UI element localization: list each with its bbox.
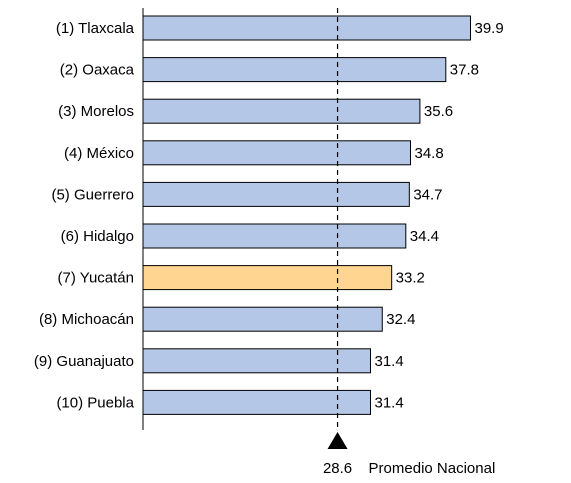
value-label-10: 31.4 <box>374 394 403 411</box>
category-label-2: (2) Oaxaca <box>60 62 135 79</box>
value-label-1: 39.9 <box>475 20 504 37</box>
value-label-6: 34.4 <box>410 228 439 245</box>
category-label-1: (1) Tlaxcala <box>56 20 135 37</box>
category-label-5: (5) Guerrero <box>51 186 134 203</box>
value-label-8: 32.4 <box>386 311 415 328</box>
reference-value-label: 28.6 <box>323 460 352 477</box>
bar-9 <box>142 348 371 374</box>
category-label-8: (8) Michoacán <box>39 311 134 328</box>
bar-1 <box>142 15 471 41</box>
value-label-5: 34.7 <box>413 186 442 203</box>
bar-3 <box>142 98 421 124</box>
bar-6 <box>142 223 407 249</box>
category-label-9: (9) Guanajuato <box>34 353 134 370</box>
value-label-3: 35.6 <box>424 103 453 120</box>
category-label-7: (7) Yucatán <box>58 270 134 287</box>
reference-marker-triangle <box>327 432 348 449</box>
value-label-2: 37.8 <box>450 62 479 79</box>
category-label-10: (10) Puebla <box>56 394 134 411</box>
category-label-4: (4) México <box>64 145 134 162</box>
value-label-9: 31.4 <box>374 353 403 370</box>
bar-4 <box>142 140 411 166</box>
reference-caption: Promedio Nacional <box>369 460 496 477</box>
value-label-4: 34.8 <box>414 145 443 162</box>
bar-2 <box>142 57 447 83</box>
bar-7 <box>142 265 393 291</box>
category-label-3: (3) Morelos <box>58 103 134 120</box>
bar-10 <box>142 389 371 415</box>
value-label-7: 33.2 <box>396 270 425 287</box>
category-label-6: (6) Hidalgo <box>61 228 134 245</box>
bar-8 <box>142 306 383 332</box>
bar-5 <box>142 181 410 207</box>
